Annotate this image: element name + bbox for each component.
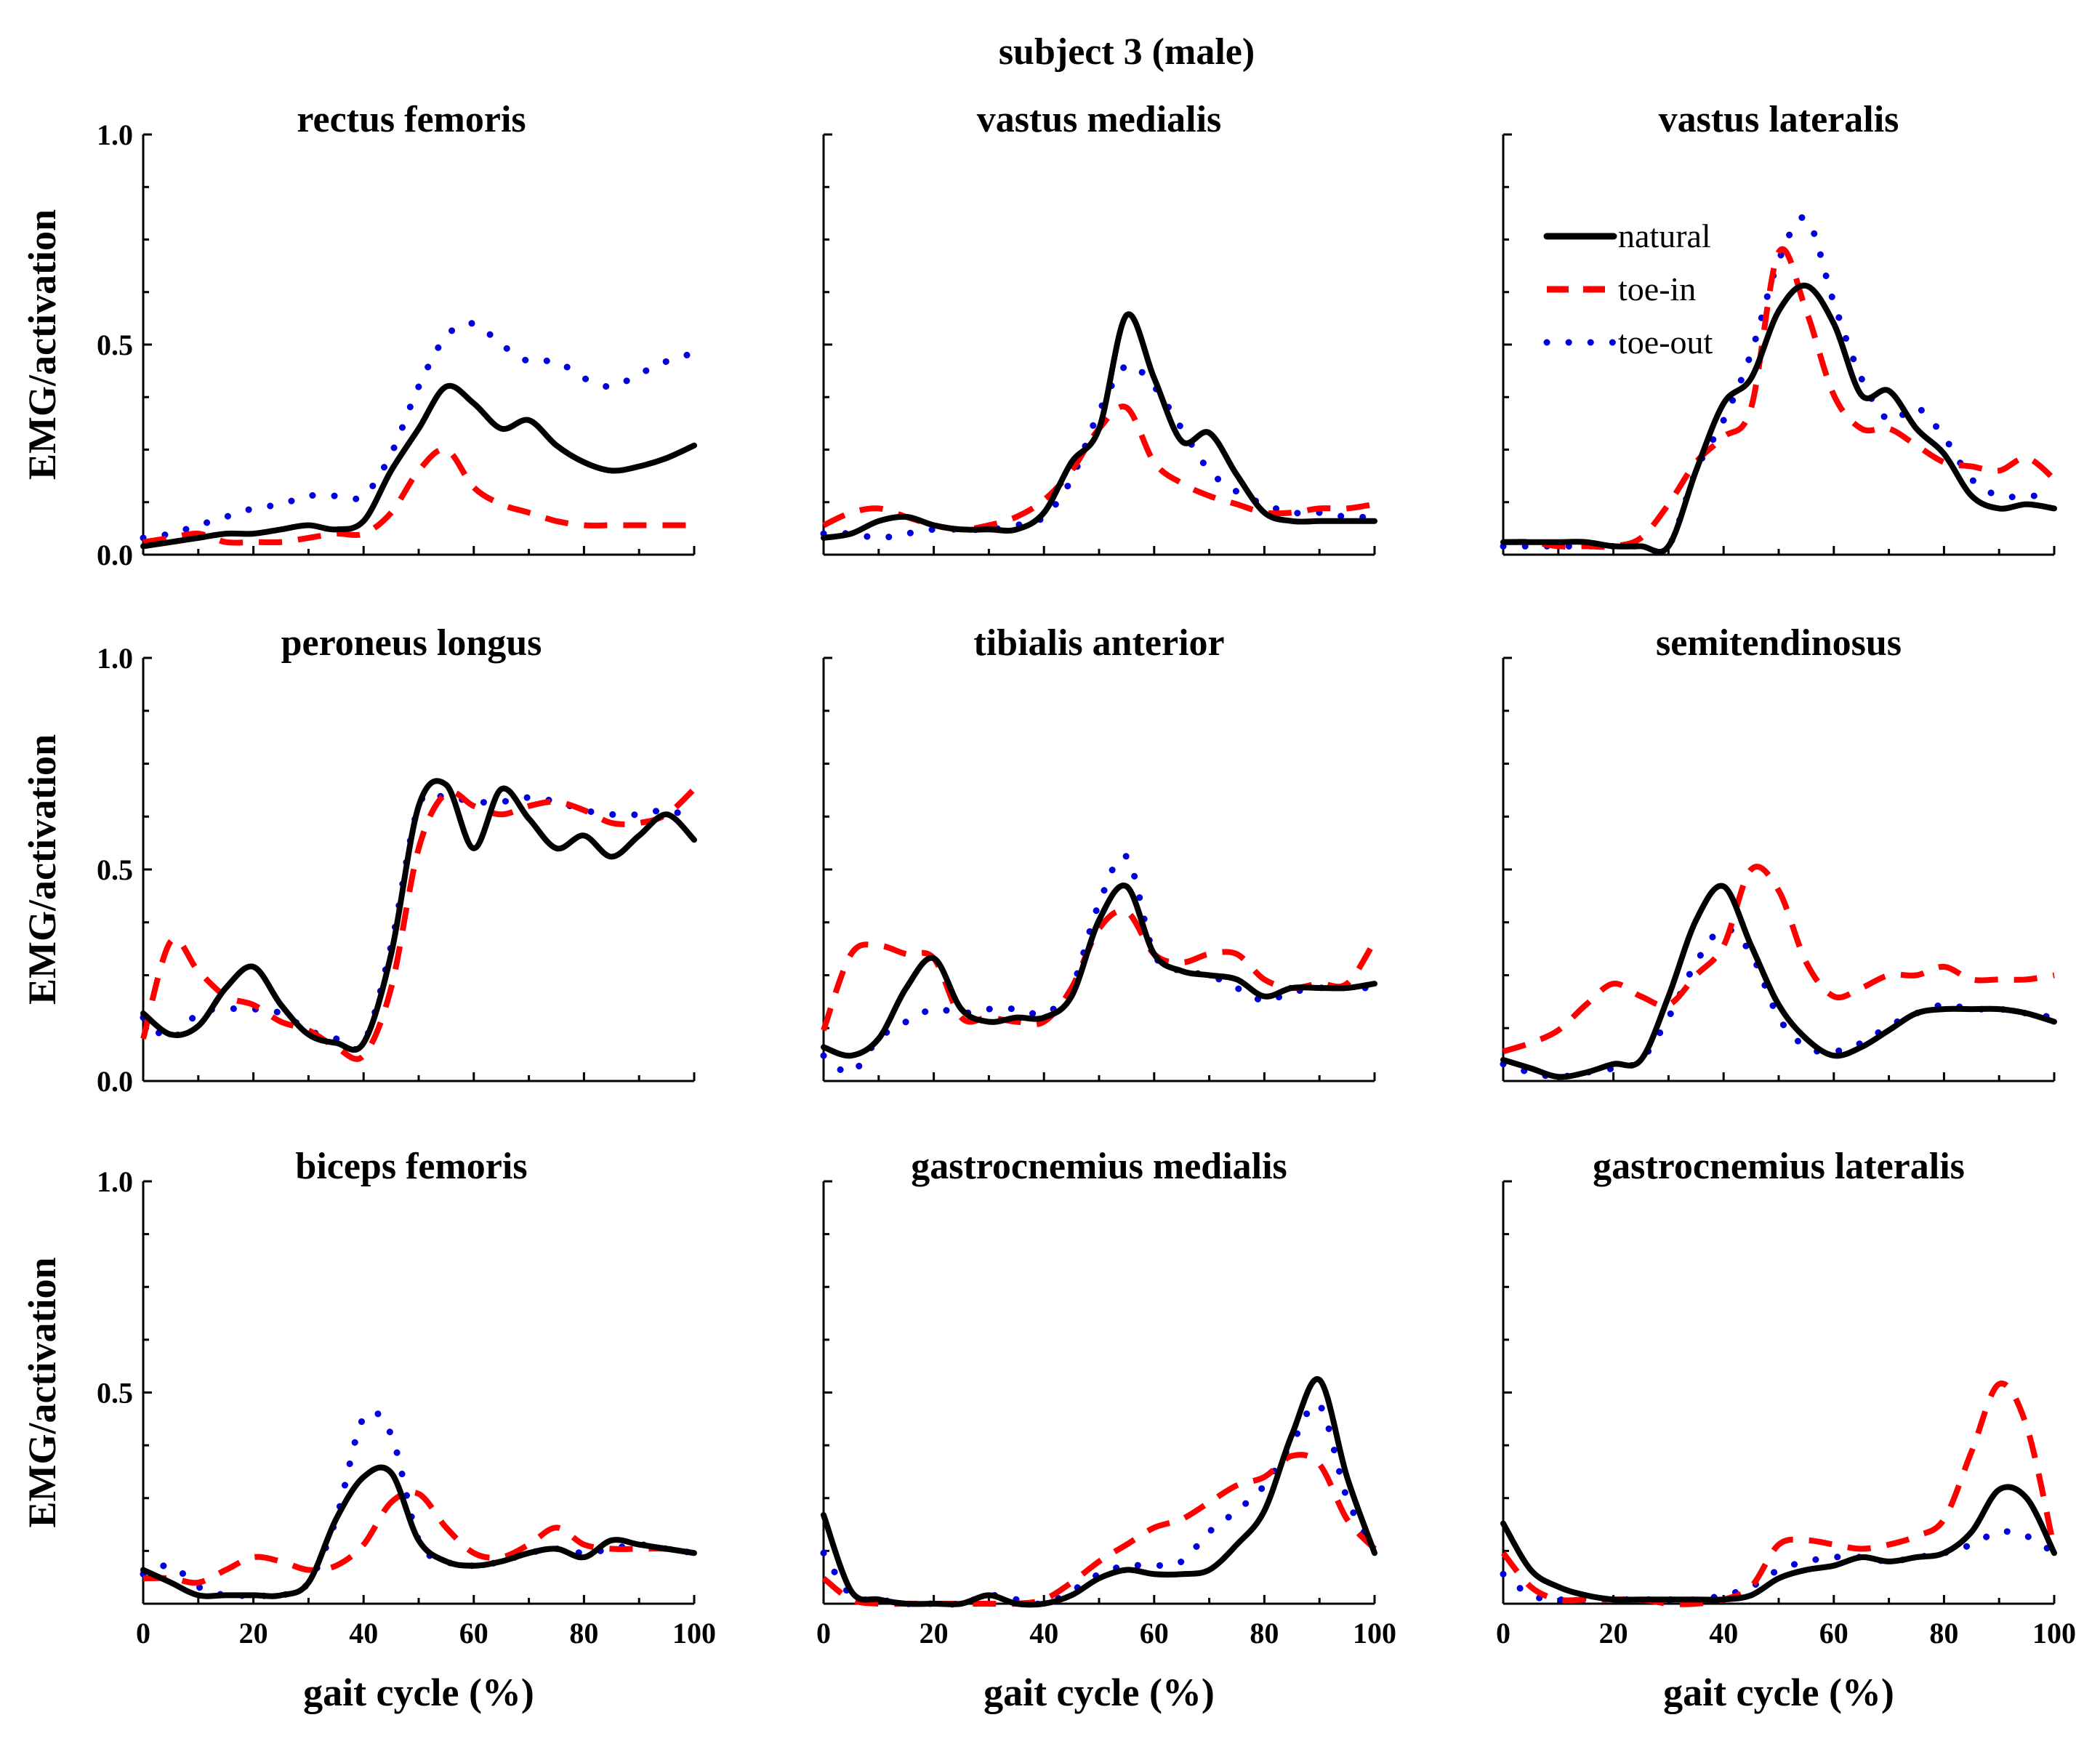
panel-rectus-femoris: 0.0 0.5 1.0 EMG/activation rectus femoris xyxy=(20,99,698,571)
panel-tibialis-anterior: tibialis anterior xyxy=(820,622,1378,1082)
series-line-toe-in xyxy=(821,907,1377,1032)
series-line-natural xyxy=(1500,1484,2057,1603)
panel-title: semitendinosus xyxy=(1656,622,1902,664)
panel-title: vastus medialis xyxy=(977,99,1222,140)
x-tick-label: 20 xyxy=(239,1617,268,1649)
x-axis-label: gait cycle (%) xyxy=(303,1671,534,1714)
y-tick-label: 0.0 xyxy=(97,539,133,571)
panel-title: vastus lateralis xyxy=(1659,99,1899,140)
x-tick-label: 100 xyxy=(672,1617,716,1649)
x-axis-label: gait cycle (%) xyxy=(983,1671,1215,1714)
panel-gastrocnemius-lateralis: 0 20 40 60 80 100 gait cycle (%) gastrocnemius … xyxy=(1496,1146,2076,1714)
x-tick-label: 100 xyxy=(1353,1617,1396,1649)
legend: natural toe-in toe-out xyxy=(1543,217,1713,361)
panel-vastus-medialis: vastus medialis xyxy=(820,99,1378,556)
series-line-natural xyxy=(1500,282,2057,555)
panel-grid: 0.0 0.5 1.0 EMG/activation rectus femoris vas… xyxy=(20,99,2076,1714)
panel-title: biceps femoris xyxy=(295,1146,527,1187)
x-axis-label: gait cycle (%) xyxy=(1663,1671,1894,1714)
x-tick-label: 60 xyxy=(1819,1617,1848,1649)
panel-semitendinosus: semitendinosus xyxy=(1500,622,2058,1082)
y-tick-label: 1.0 xyxy=(97,1165,133,1198)
series-line-natural xyxy=(140,382,697,550)
panel-peroneus-longus: 0.0 0.5 1.0 EMG/activation peroneus longus xyxy=(20,622,698,1098)
x-tick-label: 20 xyxy=(1599,1617,1628,1649)
legend-label-natural: natural xyxy=(1618,217,1711,254)
panel-biceps-femoris: 0.5 1.0 0 20 40 60 80 100 gait cycle (%) EMG/acti… xyxy=(20,1146,716,1714)
y-axis-label: EMG/activation xyxy=(20,1258,64,1528)
panel-title: gastrocnemius lateralis xyxy=(1593,1146,1965,1187)
panel-vastus-lateralis: vastus lateralis natural toe-in toe-out xyxy=(1500,99,2058,556)
series-line-toe-out xyxy=(1500,214,2058,555)
panel-title: tibialis anterior xyxy=(973,622,1224,664)
panel-title: rectus femoris xyxy=(297,99,526,140)
x-tick-label: 0 xyxy=(1496,1617,1510,1649)
series-line-toe-out xyxy=(820,852,1378,1077)
y-tick-label: 0.0 xyxy=(97,1065,133,1098)
y-tick-label: 0.5 xyxy=(97,853,133,886)
x-tick-label: 60 xyxy=(459,1617,488,1649)
x-tick-label: 40 xyxy=(1029,1617,1058,1649)
y-tick-label: 1.0 xyxy=(97,118,133,151)
series-line-natural xyxy=(821,883,1377,1059)
series-line-natural xyxy=(1500,883,2057,1080)
series-line-natural xyxy=(821,311,1377,541)
y-tick-label: 0.5 xyxy=(97,1377,133,1410)
series-line-toe-in xyxy=(1500,1381,2057,1607)
series-line-natural xyxy=(140,778,697,1053)
x-tick-label: 60 xyxy=(1140,1617,1169,1649)
x-tick-label: 0 xyxy=(136,1617,150,1649)
x-tick-label: 40 xyxy=(1709,1617,1738,1649)
series-line-toe-in xyxy=(142,446,694,546)
series-line-natural xyxy=(821,1375,1377,1608)
series-line-toe-out xyxy=(140,320,698,542)
y-axis-label: EMG/activation xyxy=(20,734,64,1005)
y-tick-label: 0.5 xyxy=(97,329,133,361)
x-tick-label: 80 xyxy=(1929,1617,1958,1649)
y-axis-label: EMG/activation xyxy=(20,209,64,480)
x-tick-label: 100 xyxy=(2032,1617,2076,1649)
x-tick-label: 80 xyxy=(569,1617,598,1649)
panel-title: gastrocnemius medialis xyxy=(911,1146,1287,1187)
x-tick-label: 80 xyxy=(1250,1617,1279,1649)
panel-gastrocnemius-medialis: 0 20 40 60 80 100 gait cycle (%) gastrocnemius … xyxy=(816,1146,1396,1714)
series-line-toe-in xyxy=(1502,864,2055,1055)
y-tick-label: 1.0 xyxy=(97,642,133,675)
series-line-toe-in xyxy=(1502,246,2056,550)
series-line-natural xyxy=(140,1464,697,1599)
series-line-toe-in xyxy=(821,1452,1377,1607)
series-line-toe-out xyxy=(820,361,1378,542)
panel-title: peroneus longus xyxy=(281,622,542,664)
legend-label-toe-in: toe-in xyxy=(1618,270,1696,308)
legend-label-toe-out: toe-out xyxy=(1618,324,1713,361)
x-tick-label: 0 xyxy=(816,1617,831,1649)
x-tick-label: 40 xyxy=(349,1617,378,1649)
x-tick-label: 20 xyxy=(920,1617,949,1649)
series-line-toe-in xyxy=(142,1489,695,1586)
series-line-toe-out xyxy=(140,789,698,1053)
series-line-toe-in xyxy=(140,787,696,1062)
figure-title: subject 3 (male) xyxy=(999,31,1255,73)
